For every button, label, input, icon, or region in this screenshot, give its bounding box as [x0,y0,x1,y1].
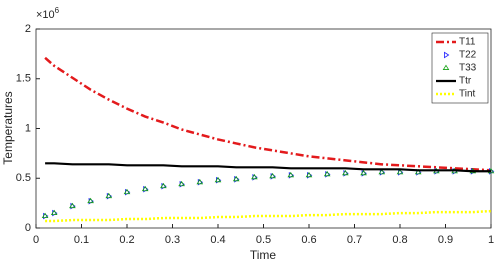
x-tick-label: 0.8 [392,234,407,246]
y-multiplier: ×106 [36,6,60,21]
legend-label: Tint [459,89,476,100]
marker [50,209,58,216]
plot-area [35,28,492,229]
marker [160,182,167,189]
legend-box [431,32,489,104]
marker [342,169,349,176]
marker [360,169,367,176]
legend: T11 T22 T33 Ttr Tint [431,32,489,104]
legend-marker [444,51,450,59]
x-tick-label: 0.1 [74,234,89,246]
marker [414,168,422,175]
legend-marker [442,64,450,70]
series-line [45,162,491,173]
x-tick-label: 0.7 [347,234,362,246]
marker [196,178,204,185]
y-tick-label: 1 [25,122,31,134]
x-tick-label: 0.4 [210,234,225,246]
marker [396,168,404,175]
marker [214,176,222,183]
multiplier-exponent: 6 [55,6,60,15]
x-axis-label: Time [250,248,277,262]
marker [178,180,185,187]
marker [251,173,258,180]
y-tick-label: 0 [25,222,31,234]
y-tick-label: 1.5 [16,73,31,85]
marker [123,188,131,195]
marker [105,192,113,199]
marker [378,168,386,175]
marker [269,172,276,179]
y-tick-label: 0.5 [16,172,31,184]
marker [69,202,76,209]
marker [323,170,331,177]
y-axis-label: Temperatures [1,91,15,164]
marker [141,185,149,192]
x-tick-label: 0.3 [165,234,180,246]
marker [87,197,94,204]
x-tick-label: 0.6 [301,234,316,246]
x-tick-label: 0 [33,234,39,246]
marker [41,212,49,219]
multiplier-base: ×10 [36,9,55,21]
y-tick-label: 2 [25,23,31,35]
x-tick-label: 0.9 [438,234,453,246]
legend-label: T22 [459,50,477,61]
x-tick-label: 1 [488,234,494,246]
x-tick-label: 0.5 [256,234,271,246]
marker [305,171,313,178]
marker [232,175,240,182]
marker [287,171,295,178]
x-tick-label: 0.2 [119,234,134,246]
legend-label: Ttr [459,76,472,87]
legend-label: T11 [459,37,476,48]
legend-label: T33 [459,63,477,74]
